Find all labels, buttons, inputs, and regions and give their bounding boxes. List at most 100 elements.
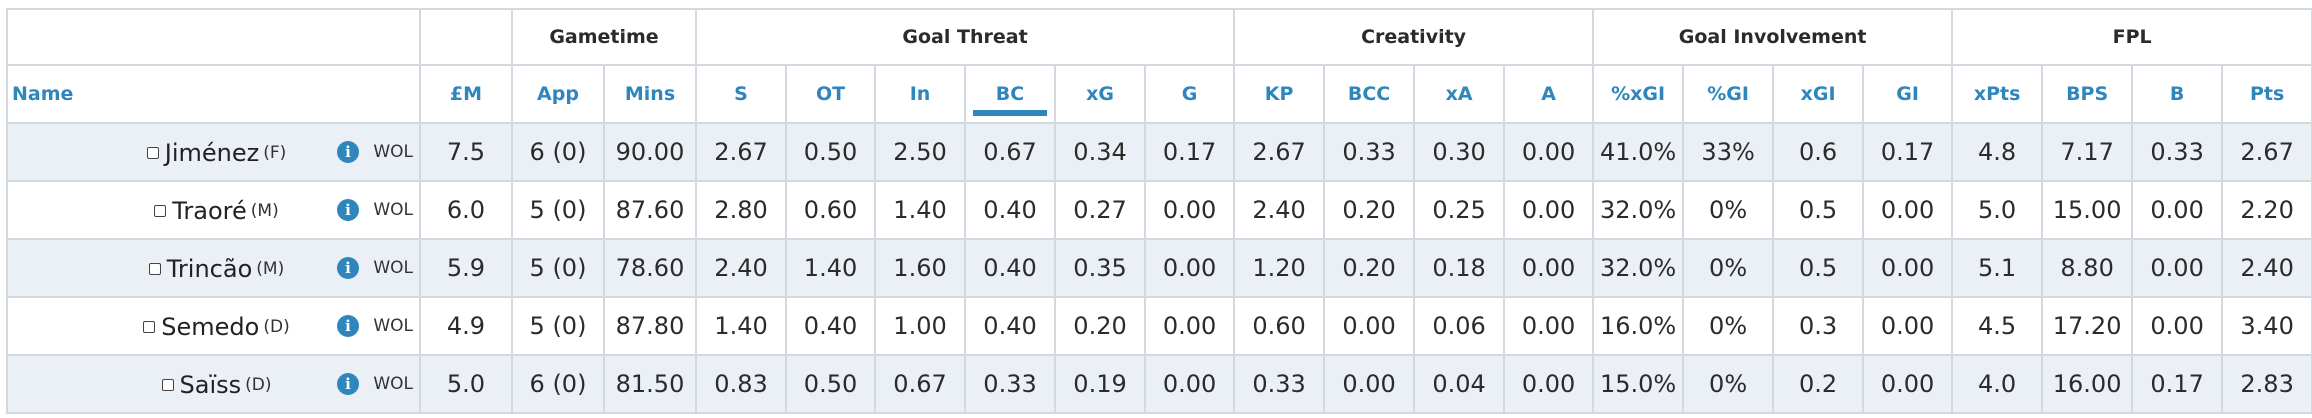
info-icon[interactable]: i xyxy=(337,141,359,163)
player-name[interactable]: Semedo xyxy=(161,312,260,341)
cell-in: 1.40 xyxy=(874,180,967,240)
table-row: Trincão (M) i WOL 5.9 5 (0) 78.60 2.40 1.… xyxy=(6,238,2312,298)
cell-s: 0.83 xyxy=(695,354,788,414)
cell-bcc: 0.00 xyxy=(1323,296,1416,356)
cell-mins: 81.50 xyxy=(602,354,698,414)
player-cell: Saïss (D) i WOL xyxy=(6,354,421,414)
player-name[interactable]: Saïss xyxy=(179,370,242,399)
cell-xg: 0.19 xyxy=(1054,354,1147,414)
column-header-xa[interactable]: xA xyxy=(1413,64,1506,124)
table-row: Jiménez (F) i WOL 7.5 6 (0) 90.00 2.67 0.… xyxy=(6,122,2312,182)
cell-gi: 0.00 xyxy=(1862,354,1954,414)
cell-b: 0.33 xyxy=(2131,122,2224,182)
column-header-xgi[interactable]: xGI xyxy=(1772,64,1865,124)
cell-mins: 87.60 xyxy=(602,180,698,240)
cell-xa: 0.06 xyxy=(1413,296,1506,356)
column-header-name[interactable]: Name xyxy=(6,64,421,124)
cell-kp: 2.40 xyxy=(1233,180,1326,240)
column-header-s[interactable]: S xyxy=(695,64,788,124)
cell-kp: 2.67 xyxy=(1233,122,1326,182)
column-header-bcc[interactable]: BCC xyxy=(1323,64,1416,124)
column-header-pct-xgi[interactable]: %xGI xyxy=(1592,64,1685,124)
column-header-xpts[interactable]: xPts xyxy=(1951,64,2044,124)
table-row: Semedo (D) i WOL 4.9 5 (0) 87.80 1.40 0.4… xyxy=(6,296,2312,356)
column-header-gi[interactable]: GI xyxy=(1862,64,1954,124)
select-checkbox[interactable] xyxy=(143,320,156,333)
select-checkbox[interactable] xyxy=(161,378,174,391)
cell-in: 1.60 xyxy=(874,238,967,298)
cell-price: 5.9 xyxy=(419,238,513,298)
cell-price: 5.0 xyxy=(419,354,513,414)
cell-xg: 0.20 xyxy=(1054,296,1147,356)
cell-mins: 78.60 xyxy=(602,238,698,298)
player-cell: Trincão (M) i WOL xyxy=(6,238,421,298)
cell-g: 0.00 xyxy=(1144,296,1236,356)
column-header-a[interactable]: A xyxy=(1503,64,1595,124)
cell-kp: 0.33 xyxy=(1233,354,1326,414)
column-header-b[interactable]: B xyxy=(2131,64,2224,124)
cell-bc: 0.33 xyxy=(964,354,1057,414)
column-header-in[interactable]: In xyxy=(874,64,967,124)
cell-bc: 0.67 xyxy=(964,122,1057,182)
cell-xa: 0.25 xyxy=(1413,180,1506,240)
cell-g: 0.00 xyxy=(1144,238,1236,298)
column-header-xg[interactable]: xG xyxy=(1054,64,1147,124)
cell-bcc: 0.00 xyxy=(1323,354,1416,414)
column-header-g[interactable]: G xyxy=(1144,64,1236,124)
select-checkbox[interactable] xyxy=(148,262,161,275)
column-header-bps[interactable]: BPS xyxy=(2041,64,2134,124)
column-header-pts[interactable]: Pts xyxy=(2221,64,2312,124)
cell-price: 4.9 xyxy=(419,296,513,356)
column-header-app[interactable]: App xyxy=(511,64,605,124)
cell-xgi: 0.6 xyxy=(1772,122,1865,182)
cell-bcc: 0.33 xyxy=(1323,122,1416,182)
cell-a: 0.00 xyxy=(1503,296,1595,356)
info-icon[interactable]: i xyxy=(337,373,359,395)
cell-pct-gi: 33% xyxy=(1682,122,1775,182)
cell-a: 0.00 xyxy=(1503,122,1595,182)
cell-ot: 0.60 xyxy=(785,180,877,240)
cell-s: 1.40 xyxy=(695,296,788,356)
cell-mins: 87.80 xyxy=(602,296,698,356)
column-header-mins[interactable]: Mins xyxy=(602,64,698,124)
info-icon[interactable]: i xyxy=(337,315,359,337)
cell-pct-gi: 0% xyxy=(1682,238,1775,298)
cell-s: 2.80 xyxy=(695,180,788,240)
column-header-bc[interactable]: BC xyxy=(964,64,1057,124)
select-checkbox[interactable] xyxy=(154,204,167,217)
player-name[interactable]: Jiménez xyxy=(164,138,260,167)
group-header-creativity: Creativity xyxy=(1233,8,1595,66)
player-name[interactable]: Traoré xyxy=(172,196,247,225)
group-header-goal-threat: Goal Threat xyxy=(695,8,1236,66)
column-header-ot[interactable]: OT xyxy=(785,64,877,124)
cell-g: 0.00 xyxy=(1144,354,1236,414)
cell-bcc: 0.20 xyxy=(1323,238,1416,298)
team-label: WOL xyxy=(373,200,413,220)
cell-bps: 8.80 xyxy=(2041,238,2134,298)
column-header-pct-gi[interactable]: %GI xyxy=(1682,64,1775,124)
cell-bps: 15.00 xyxy=(2041,180,2134,240)
cell-ot: 0.50 xyxy=(785,122,877,182)
cell-pts: 3.40 xyxy=(2221,296,2312,356)
table-row: Saïss (D) i WOL 5.0 6 (0) 81.50 0.83 0.50… xyxy=(6,354,2312,414)
cell-pct-xgi: 32.0% xyxy=(1592,180,1685,240)
info-icon[interactable]: i xyxy=(337,257,359,279)
cell-pts: 2.67 xyxy=(2221,122,2312,182)
select-checkbox[interactable] xyxy=(146,146,159,159)
cell-ot: 0.50 xyxy=(785,354,877,414)
cell-pts: 2.83 xyxy=(2221,354,2312,414)
player-position: (M) xyxy=(250,200,279,221)
info-icon[interactable]: i xyxy=(337,199,359,221)
cell-mins: 90.00 xyxy=(602,122,698,182)
cell-gi: 0.00 xyxy=(1862,296,1954,356)
column-header-price[interactable]: £M xyxy=(419,64,513,124)
cell-gi: 0.00 xyxy=(1862,238,1954,298)
player-name[interactable]: Trincão xyxy=(166,254,253,283)
player-position: (D) xyxy=(245,374,272,395)
cell-xg: 0.27 xyxy=(1054,180,1147,240)
player-cell: Traoré (M) i WOL xyxy=(6,180,421,240)
column-header-kp[interactable]: KP xyxy=(1233,64,1326,124)
cell-in: 0.67 xyxy=(874,354,967,414)
cell-ot: 1.40 xyxy=(785,238,877,298)
